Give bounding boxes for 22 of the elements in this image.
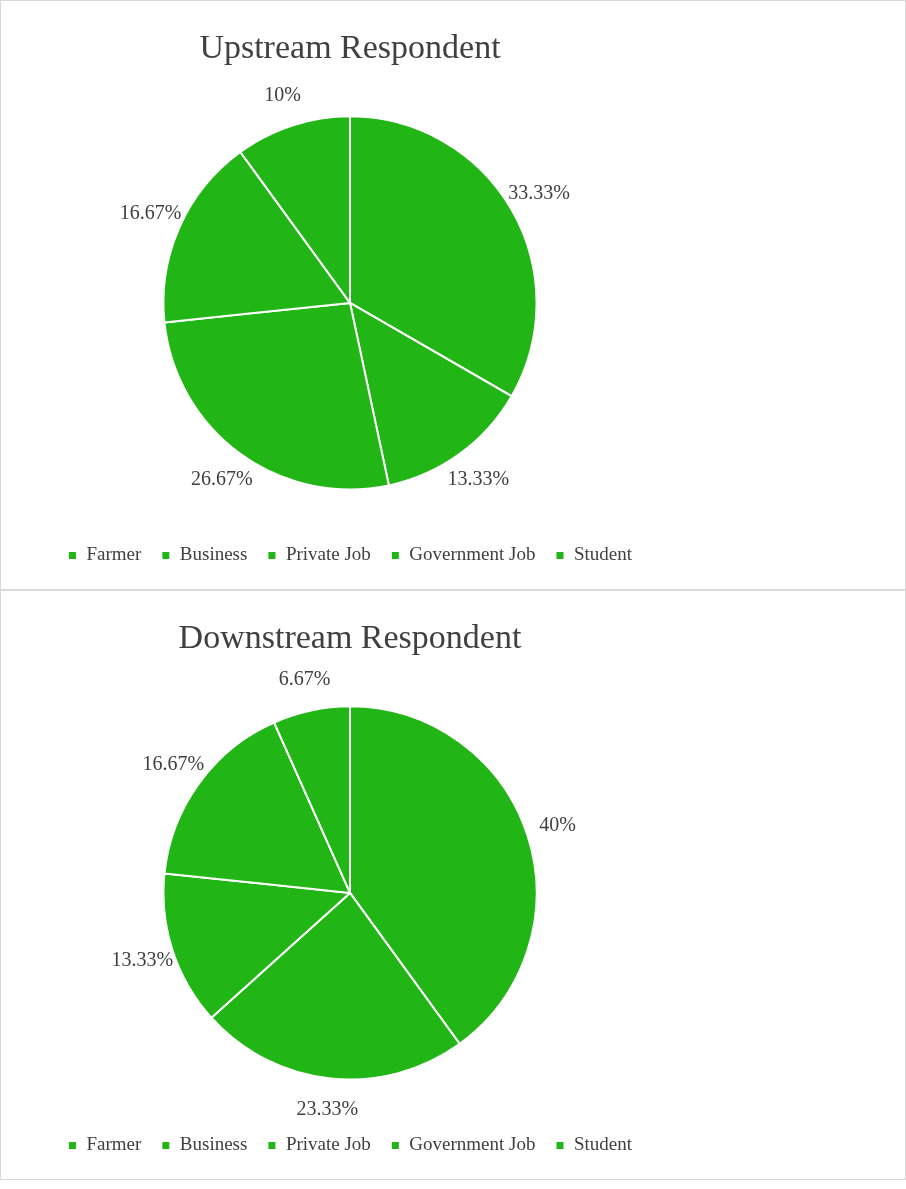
- data-label: 10%: [264, 82, 301, 105]
- legend-label: Government Job: [409, 1133, 536, 1155]
- legend-label: Student: [573, 543, 633, 565]
- legend-label: Government Job: [409, 543, 536, 565]
- legend-label: Farmer: [86, 1133, 142, 1155]
- data-label: 16.67%: [119, 201, 182, 224]
- data-label: 26.67%: [190, 466, 253, 489]
- legend-label: Business: [179, 1133, 248, 1155]
- data-label: 13.33%: [111, 947, 174, 970]
- legend-label: Farmer: [86, 543, 142, 565]
- chart-title: Downstream Respondent: [178, 618, 522, 656]
- legend-label: Private Job: [285, 543, 371, 565]
- data-label: 6.67%: [278, 666, 331, 689]
- data-label: 16.67%: [142, 751, 205, 774]
- data-label: 40%: [539, 812, 576, 835]
- legend-label: Private Job: [285, 1133, 371, 1155]
- legend-label: Business: [179, 543, 248, 565]
- data-label: 33.33%: [508, 180, 570, 203]
- data-label: 13.33%: [447, 466, 510, 489]
- chart-title: Upstream Respondent: [199, 28, 502, 66]
- data-label: 23.33%: [296, 1097, 359, 1120]
- legend-label: Student: [573, 1133, 633, 1155]
